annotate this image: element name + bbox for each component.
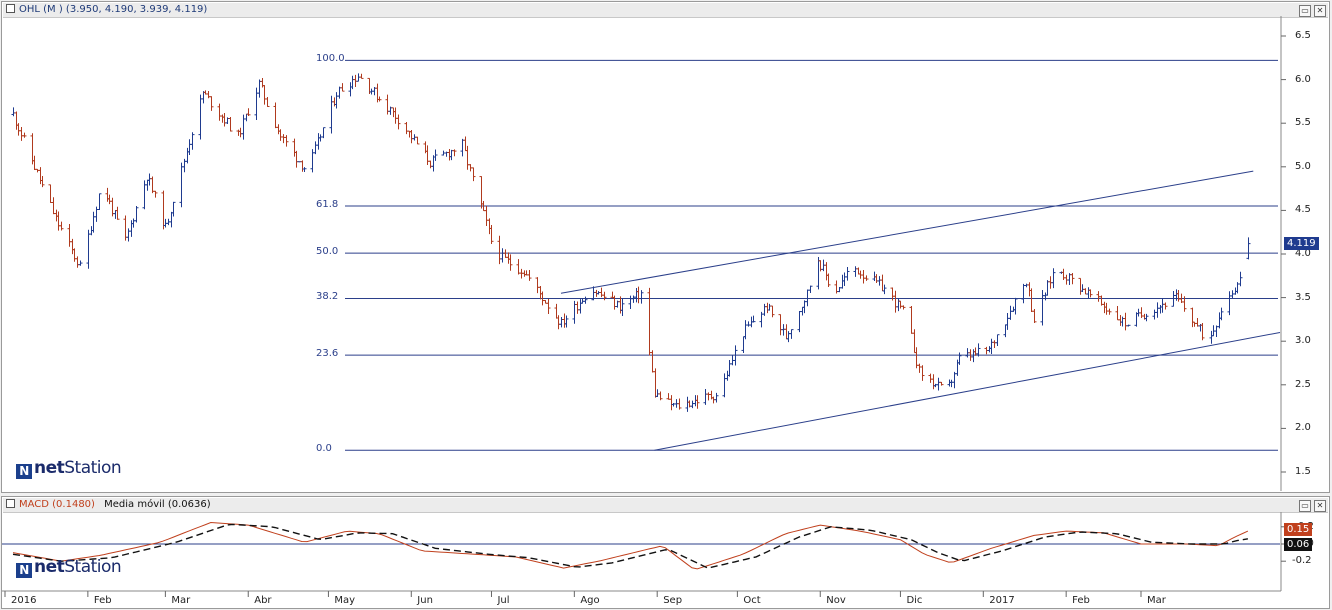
trend-line <box>654 331 1281 451</box>
macd-line <box>12 521 1249 570</box>
time-tick-label: Dic <box>906 595 923 606</box>
price-chart-pane[interactable]: OHL (M ) (3.950, 4.190, 3.939, 4.119) ▭ ✕ <box>1 1 1330 493</box>
price-chart-titlebar: OHL (M ) (3.950, 4.190, 3.939, 4.119) ▭ ✕ <box>3 3 1328 18</box>
ma-value-badge: 0.06 <box>1284 538 1313 551</box>
price-tick-label: 6.0 <box>1295 73 1311 85</box>
time-tick-label: Abr <box>254 595 272 606</box>
macd-pane[interactable]: MACD (0.1480) Media móvil (0.0636) ▭ ✕ <box>1 496 1330 609</box>
macd-title: MACD (0.1480) <box>19 499 95 510</box>
time-tick-label: Mar <box>1147 595 1166 606</box>
time-tick-label: Feb <box>93 595 112 606</box>
fibonacci-label: 50.0 <box>316 246 339 258</box>
macd-titlebar: MACD (0.1480) Media móvil (0.0636) ▭ ✕ <box>3 498 1328 513</box>
price-tick-label: 5.0 <box>1295 160 1311 172</box>
time-tick-label: May <box>334 595 356 606</box>
fibonacci-label: 0.0 <box>316 443 332 455</box>
time-tick-label: Jul <box>497 595 510 606</box>
time-tick-label: Sep <box>663 595 683 606</box>
time-tick-label: Nov <box>826 595 846 606</box>
price-tick-label: 3.5 <box>1295 291 1311 303</box>
time-tick-label: Feb <box>1072 595 1090 606</box>
time-tick-label: 2017 <box>989 595 1015 606</box>
pane-square-icon <box>6 499 15 508</box>
pane-square-icon <box>6 4 15 13</box>
price-tick-label: 3.0 <box>1295 335 1311 347</box>
price-tick-label: 6.5 <box>1295 30 1311 41</box>
macd-value-badge: 0.15 <box>1284 523 1313 536</box>
trend-line <box>560 170 1254 294</box>
time-tick-label: Jun <box>417 595 433 606</box>
price-tick-label: 2.0 <box>1295 422 1311 434</box>
fibonacci-label: 23.6 <box>316 348 339 360</box>
price-tick-label: 5.5 <box>1295 117 1311 129</box>
fibonacci-label: 61.8 <box>316 199 339 211</box>
fibonacci-label: 100.0 <box>316 53 345 65</box>
time-tick-label: Mar <box>171 595 191 606</box>
close-button[interactable]: ✕ <box>1314 5 1326 17</box>
price-tick-label: 2.5 <box>1295 378 1311 390</box>
netstation-logo-icon: N <box>16 464 32 479</box>
price-chart-title: OHL (M ) (3.950, 4.190, 3.939, 4.119) <box>19 4 208 15</box>
minimize-button[interactable]: ▭ <box>1299 500 1311 512</box>
fibonacci-label: 38.2 <box>316 291 339 303</box>
minimize-button[interactable]: ▭ <box>1299 5 1311 17</box>
logo-text-station: Station <box>64 557 122 577</box>
price-tick-label: 4.0 <box>1295 248 1311 259</box>
ma-title: Media móvil (0.0636) <box>104 499 211 510</box>
last-price-badge: 4.119 <box>1284 237 1319 250</box>
macd-tick-label: -0.2 <box>1292 555 1312 567</box>
logo-text-station: Station <box>64 458 122 478</box>
logo-text-net: net <box>34 557 65 577</box>
time-tick-label: Ago <box>580 595 600 606</box>
netstation-logo-icon: N <box>16 563 32 578</box>
time-tick-label: Oct <box>743 595 761 606</box>
close-button[interactable]: ✕ <box>1314 500 1326 512</box>
macd-signal-line <box>12 523 1249 569</box>
logo-text-net: net <box>34 458 65 478</box>
time-tick-label: 2016 <box>11 595 37 606</box>
price-tick-label: 4.5 <box>1295 204 1311 216</box>
price-tick-label: 1.5 <box>1295 466 1311 477</box>
